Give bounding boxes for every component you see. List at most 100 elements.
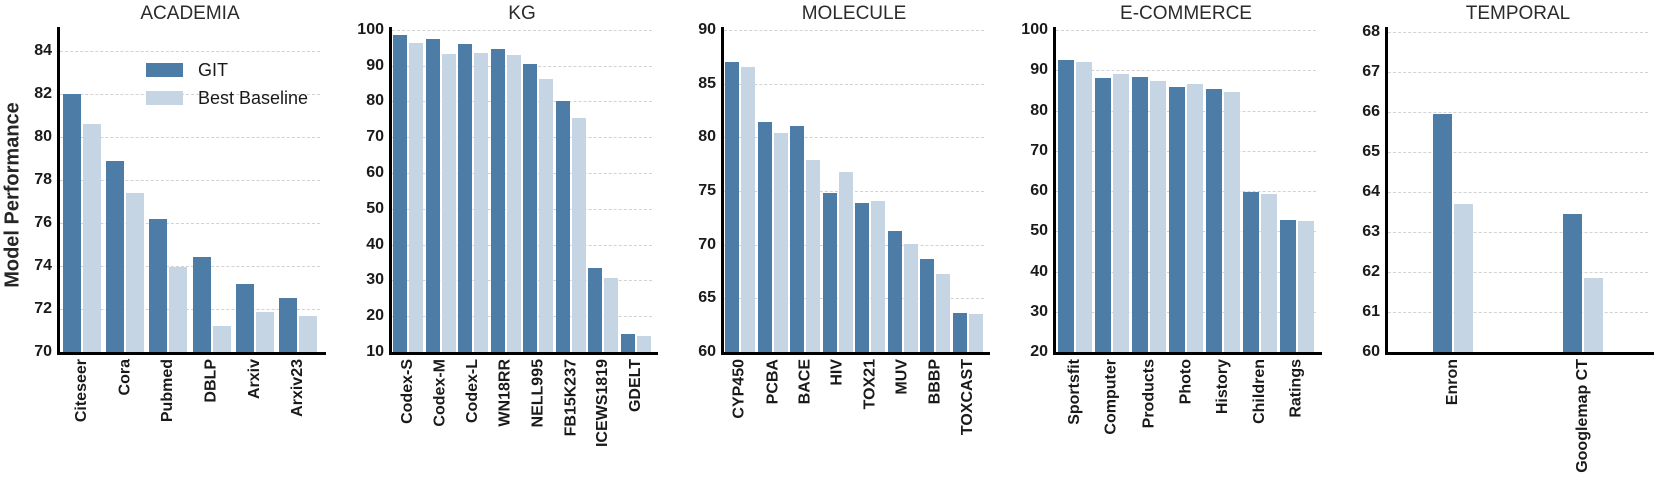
y-axis-spine	[1053, 27, 1056, 355]
bar-best-baseline-gdelt	[637, 336, 651, 352]
grid-line	[724, 298, 984, 299]
grid-line	[724, 30, 984, 31]
bar-git-computer	[1095, 78, 1111, 352]
y-tick-label: 60	[1362, 343, 1380, 360]
bar-best-baseline-citeseer	[83, 124, 101, 352]
y-tick-label: 80	[698, 128, 716, 145]
y-tick-label: 90	[698, 21, 716, 38]
y-tick-label: 84	[34, 42, 52, 59]
grid-line	[1056, 191, 1316, 192]
grid-line	[60, 223, 320, 224]
bar-git-nell995	[523, 64, 537, 352]
grid-line	[1388, 192, 1648, 193]
y-tick-label: 90	[366, 57, 384, 74]
bar-best-baseline-bbbp	[936, 274, 950, 352]
x-tick-text: Arxiv23	[289, 359, 306, 417]
bar-git-hiv	[823, 193, 837, 352]
bar-best-baseline-photo	[1187, 84, 1203, 352]
grid-line	[60, 137, 320, 138]
bar-best-baseline-dblp	[213, 326, 231, 352]
grid-line	[1388, 312, 1648, 313]
y-tick-label: 70	[34, 343, 52, 360]
legend-swatch-best-baseline	[146, 91, 183, 105]
bar-best-baseline-codex-s	[409, 43, 423, 352]
legend-swatch-git	[146, 63, 183, 77]
x-axis-spine	[721, 352, 990, 355]
x-tick-text: TOX21	[861, 359, 878, 410]
x-tick-text: CYP450	[731, 359, 748, 419]
grid-line	[1388, 32, 1648, 33]
chart-title: ACADEMIA	[140, 3, 240, 24]
y-axis-spine	[721, 27, 724, 355]
chart-molecule: MOLECULE 60 65 70 75 80 85 90 CYP450 PCBA BACE HIV T…	[664, 0, 996, 484]
y-tick-label: 75	[698, 182, 716, 199]
grid-line	[392, 30, 652, 31]
y-tick-label: 80	[34, 128, 52, 145]
legend-item: GIT	[146, 56, 308, 84]
y-tick-label: 80	[366, 92, 384, 109]
bar-best-baseline-codex-m	[442, 54, 456, 352]
x-tick-text: HIV	[829, 359, 846, 386]
grid-line	[392, 209, 652, 210]
bar-git-history	[1206, 89, 1222, 352]
y-tick-label: 82	[34, 85, 52, 102]
x-tick-text: GDELT	[627, 359, 644, 413]
bar-best-baseline-pcba	[774, 133, 788, 352]
bar-best-baseline-hiv	[839, 172, 853, 352]
y-tick-label: 63	[1362, 223, 1380, 240]
grid-line	[1388, 152, 1648, 153]
y-tick-label: 62	[1362, 263, 1380, 280]
grid-line	[392, 101, 652, 102]
bar-best-baseline-ratings	[1298, 221, 1314, 352]
x-tick-text: Children	[1251, 359, 1268, 424]
y-tick-label: 100	[357, 21, 384, 38]
bar-git-sportsfit	[1058, 60, 1074, 352]
bar-git-enron	[1433, 114, 1452, 352]
x-tick-text: TOXCAST	[959, 359, 976, 436]
bar-git-bace	[790, 126, 804, 352]
grid-line	[1388, 272, 1648, 273]
bar-best-baseline-cora	[126, 193, 144, 352]
y-tick-label: 70	[1030, 142, 1048, 159]
bar-git-toxcast	[953, 313, 967, 352]
grid-line	[60, 266, 320, 267]
x-tick-text: Sportsfit	[1066, 359, 1083, 425]
bar-git-googlemap-ct	[1563, 214, 1582, 352]
bar-best-baseline-history	[1224, 92, 1240, 352]
y-tick-label: 80	[1030, 102, 1048, 119]
bar-best-baseline-children	[1261, 194, 1277, 352]
y-tick-label: 61	[1362, 303, 1380, 320]
x-tick-text: DBLP	[203, 359, 220, 403]
bar-git-icews1819	[588, 268, 602, 352]
bar-best-baseline-wn18rr	[507, 55, 521, 352]
bar-best-baseline-enron	[1454, 204, 1473, 352]
legend-item: Best Baseline	[146, 84, 308, 112]
grid-line	[1056, 30, 1316, 31]
grid-line	[60, 94, 320, 95]
grid-line	[724, 84, 984, 85]
y-axis-spine	[57, 27, 60, 355]
y-tick-label: 70	[698, 236, 716, 253]
legend-label: GIT	[198, 60, 228, 80]
x-tick-text: Pubmed	[159, 359, 176, 423]
grid-line	[1056, 272, 1316, 273]
x-tick-text: Ratings	[1288, 359, 1305, 418]
x-tick-text: Products	[1140, 359, 1157, 429]
bar-git-photo	[1169, 87, 1185, 352]
x-tick-text: Photo	[1177, 359, 1194, 405]
bar-git-arxiv	[236, 284, 254, 352]
x-tick-text: NELL995	[529, 359, 546, 428]
legend-label: Best Baseline	[198, 88, 309, 108]
y-tick-label: 65	[1362, 143, 1380, 160]
grid-line	[60, 51, 320, 52]
x-tick-text: BACE	[796, 359, 813, 405]
bar-best-baseline-nell995	[539, 79, 553, 352]
bar-git-pcba	[758, 122, 772, 352]
grid-line	[1056, 151, 1316, 152]
bar-best-baseline-arxiv23	[299, 316, 317, 352]
bar-git-products	[1132, 77, 1148, 352]
bar-best-baseline-toxcast	[969, 314, 983, 352]
x-tick-text: WN18RR	[497, 359, 514, 427]
x-axis-spine	[1385, 352, 1654, 355]
